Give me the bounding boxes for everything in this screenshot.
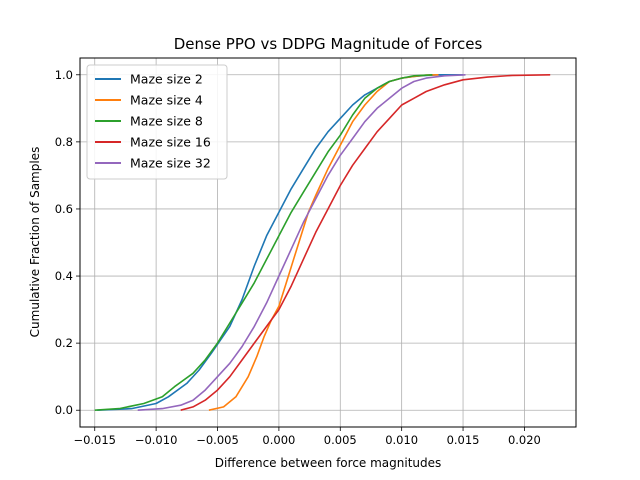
y-axis-label: Cumulative Fraction of Samples: [28, 147, 42, 338]
legend: Maze size 2 Maze size 4 Maze size 8 Maze si…: [86, 64, 228, 180]
x-tick-label: 0.005: [324, 433, 357, 447]
y-tick-label: 0.2: [55, 336, 73, 350]
plot-frame: [79, 57, 577, 428]
y-tick-label: 1.0: [55, 68, 73, 82]
y-tick-label: 0.6: [55, 202, 73, 216]
legend-label: Maze size 8: [130, 114, 203, 129]
legend-label: Maze size 16: [130, 135, 211, 150]
x-tick-label: 0.010: [385, 433, 418, 447]
legend-box: [86, 64, 228, 180]
legend-label: Maze size 4: [130, 93, 203, 108]
y-tick-label: 0.4: [55, 269, 73, 283]
series-layer: [94, 74, 551, 411]
series-line-3: [94, 74, 433, 411]
series-line-4: [180, 74, 551, 411]
x-tick-label: −0.015: [73, 433, 116, 447]
legend-label: Maze size 32: [130, 156, 211, 171]
x-axis-label: Difference between force magnitudes: [215, 456, 442, 470]
x-tick-label: −0.005: [196, 433, 239, 447]
x-axis: −0.015 −0.010 −0.005 0.000 0.005 0.010 0.015 0.…: [73, 427, 541, 447]
x-tick-label: 0.015: [447, 433, 480, 447]
x-tick-label: 0.000: [262, 433, 295, 447]
x-tick-label: −0.010: [135, 433, 178, 447]
series-line-5: [137, 74, 466, 411]
y-axis: 0.0 0.2 0.4 0.6 0.8 1.0: [55, 68, 80, 417]
chart-title: Dense PPO vs DDPG Magnitude of Forces: [174, 35, 483, 53]
legend-label: Maze size 2: [130, 72, 203, 87]
y-tick-label: 0.8: [55, 135, 73, 149]
x-tick-label: 0.020: [508, 433, 541, 447]
y-tick-label: 0.0: [55, 403, 73, 417]
